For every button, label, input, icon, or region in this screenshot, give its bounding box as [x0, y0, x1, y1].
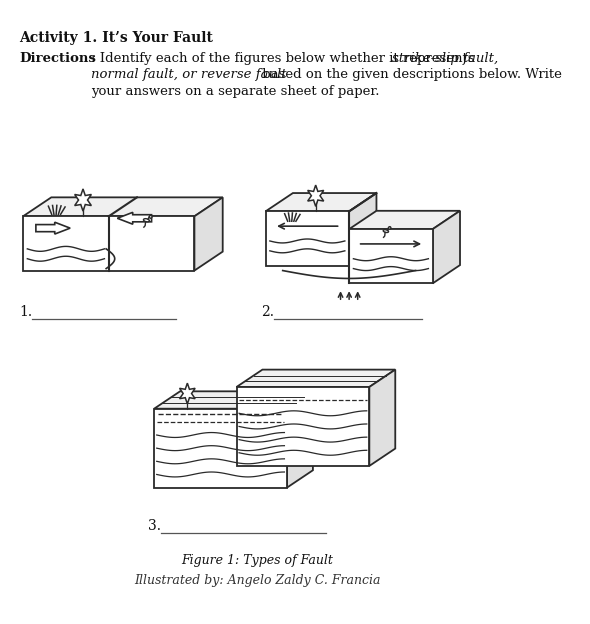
Text: strike-slip fault,: strike-slip fault,: [392, 52, 498, 64]
Text: Activity 1. It’s Your Fault: Activity 1. It’s Your Fault: [19, 31, 214, 45]
Polygon shape: [287, 391, 313, 487]
Polygon shape: [349, 229, 432, 283]
Text: your answers on a separate sheet of paper.: your answers on a separate sheet of pape…: [91, 85, 379, 98]
Text: 3.: 3.: [148, 519, 161, 533]
Text: Illustrated by: Angelo Zaldy C. Francia: Illustrated by: Angelo Zaldy C. Francia: [134, 575, 380, 587]
Polygon shape: [36, 222, 70, 234]
Polygon shape: [266, 212, 349, 266]
Polygon shape: [117, 212, 152, 224]
Text: 1.: 1.: [19, 305, 32, 319]
Polygon shape: [23, 197, 222, 217]
Polygon shape: [195, 197, 222, 271]
Text: based on the given descriptions below. Write: based on the given descriptions below. W…: [258, 68, 562, 81]
Circle shape: [149, 215, 152, 218]
Text: : Identify each of the figures below whether it represents: : Identify each of the figures below whe…: [91, 52, 483, 64]
Polygon shape: [237, 387, 369, 466]
Polygon shape: [154, 391, 313, 409]
Ellipse shape: [384, 230, 389, 233]
Polygon shape: [349, 211, 460, 229]
Text: Directions: Directions: [19, 52, 97, 64]
Polygon shape: [432, 211, 460, 283]
Polygon shape: [23, 217, 195, 271]
Text: Figure 1: Types of Fault: Figure 1: Types of Fault: [181, 553, 333, 567]
Ellipse shape: [143, 218, 149, 222]
Polygon shape: [179, 383, 195, 404]
Text: 2.: 2.: [261, 305, 274, 319]
Polygon shape: [154, 409, 287, 487]
Circle shape: [389, 227, 391, 229]
Polygon shape: [266, 193, 376, 212]
Polygon shape: [349, 193, 376, 266]
Polygon shape: [307, 185, 324, 207]
Polygon shape: [75, 189, 91, 211]
Polygon shape: [237, 369, 395, 387]
Polygon shape: [369, 369, 395, 466]
Text: normal fault, or reverse fault: normal fault, or reverse fault: [91, 68, 286, 81]
